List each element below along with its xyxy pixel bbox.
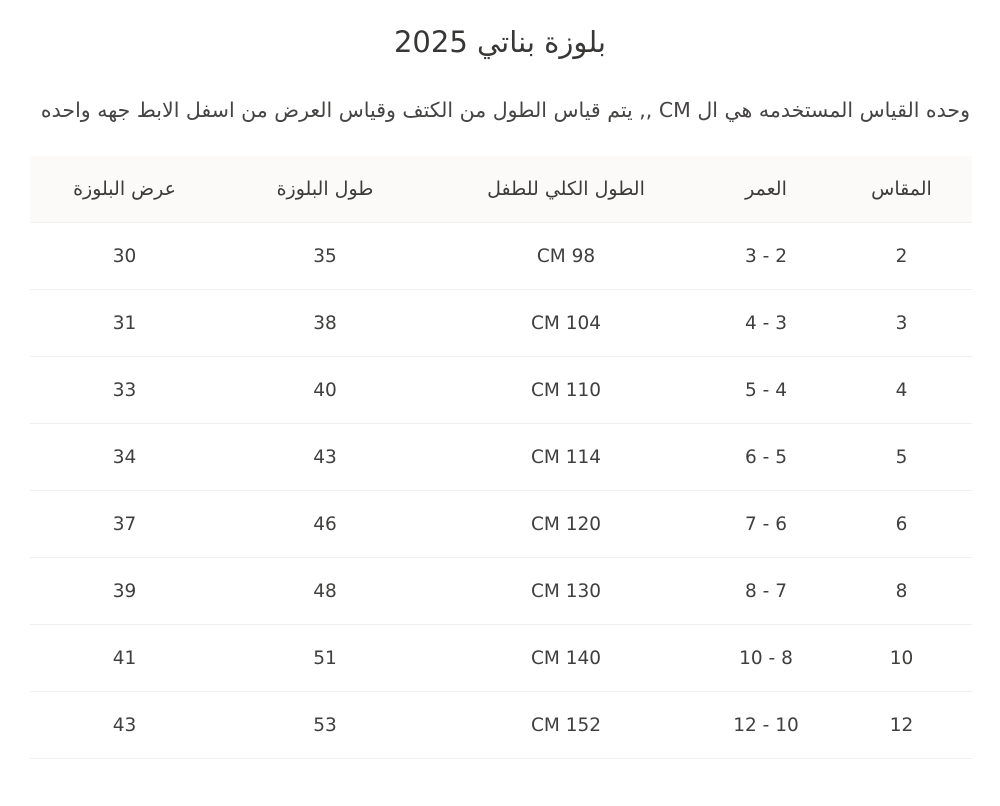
cell-blouse-length: 46 xyxy=(219,490,431,558)
cell-blouse-width: 43 xyxy=(30,691,219,759)
cell-child-height: 152 CM xyxy=(431,691,701,759)
column-header-child-height: الطول الكلي للطفل xyxy=(431,156,701,223)
cell-size: 6 xyxy=(831,490,972,558)
cell-blouse-length: 35 xyxy=(219,222,431,290)
cell-size: 5 xyxy=(831,423,972,491)
cell-age: 2 - 3 xyxy=(701,222,831,290)
cell-blouse-length: 40 xyxy=(219,356,431,424)
cell-age: 10 - 12 xyxy=(701,691,831,759)
cell-blouse-width: 37 xyxy=(30,490,219,558)
table-row: 12 10 - 12 152 CM 53 43 xyxy=(30,691,972,759)
cell-child-height: 140 CM xyxy=(431,624,701,692)
cell-age: 3 - 4 xyxy=(701,289,831,357)
size-chart-table: المقاس العمر الطول الكلي للطفل طول البلوزة ع… xyxy=(30,156,972,759)
cell-age: 6 - 7 xyxy=(701,490,831,558)
column-header-blouse-length: طول البلوزة xyxy=(219,156,431,223)
cell-child-height: 130 CM xyxy=(431,557,701,625)
cell-size: 3 xyxy=(831,289,972,357)
cell-size: 10 xyxy=(831,624,972,692)
table-row: 10 8 - 10 140 CM 51 41 xyxy=(30,624,972,692)
cell-blouse-width: 41 xyxy=(30,624,219,692)
column-header-age: العمر xyxy=(701,156,831,223)
cell-blouse-length: 43 xyxy=(219,423,431,491)
cell-blouse-length: 38 xyxy=(219,289,431,357)
cell-age: 4 - 5 xyxy=(701,356,831,424)
cell-blouse-length: 53 xyxy=(219,691,431,759)
header-row: المقاس العمر الطول الكلي للطفل طول البلوزة ع… xyxy=(30,156,972,223)
cell-blouse-width: 30 xyxy=(30,222,219,290)
cell-blouse-width: 31 xyxy=(30,289,219,357)
column-header-blouse-width: عرض البلوزة xyxy=(30,156,219,223)
cell-size: 12 xyxy=(831,691,972,759)
cell-child-height: 110 CM xyxy=(431,356,701,424)
table-header: المقاس العمر الطول الكلي للطفل طول البلوزة ع… xyxy=(30,156,972,223)
cell-child-height: 104 CM xyxy=(431,289,701,357)
measurement-unit-description: وحده القياس المستخدمه هي ال CM ,, يتم قي… xyxy=(40,98,970,122)
cell-blouse-width: 39 xyxy=(30,557,219,625)
cell-blouse-width: 33 xyxy=(30,356,219,424)
cell-child-height: 120 CM xyxy=(431,490,701,558)
page-title: بلوزة بناتي 2025 xyxy=(393,25,606,59)
cell-size: 2 xyxy=(831,222,972,290)
column-header-size: المقاس xyxy=(831,156,972,223)
cell-age: 8 - 10 xyxy=(701,624,831,692)
cell-blouse-length: 48 xyxy=(219,557,431,625)
cell-blouse-length: 51 xyxy=(219,624,431,692)
cell-size: 4 xyxy=(831,356,972,424)
cell-child-height: 114 CM xyxy=(431,423,701,491)
cell-age: 7 - 8 xyxy=(701,557,831,625)
cell-blouse-width: 34 xyxy=(30,423,219,491)
cell-child-height: 98 CM xyxy=(431,222,701,290)
cell-size: 8 xyxy=(831,557,972,625)
cell-age: 5 - 6 xyxy=(701,423,831,491)
